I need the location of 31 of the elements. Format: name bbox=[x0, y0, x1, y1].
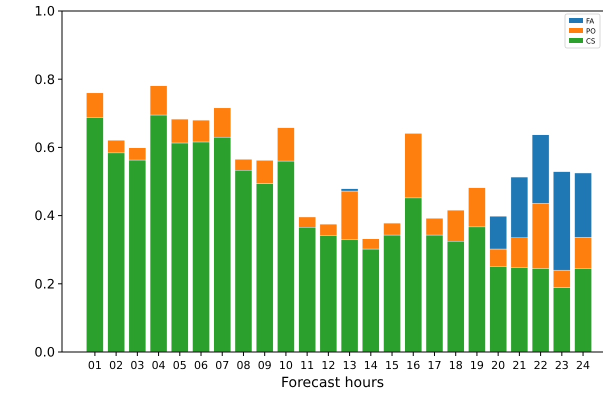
x-tick-label: 16 bbox=[406, 359, 420, 372]
y-tick-label: 0.6 bbox=[34, 140, 55, 156]
x-axis-title: Forecast hours bbox=[280, 375, 384, 391]
x-tick-label: 03 bbox=[130, 359, 144, 372]
x-tick-label: 10 bbox=[278, 359, 293, 372]
x-tick-label: 23 bbox=[554, 359, 569, 372]
x-tick-label: 01 bbox=[88, 359, 102, 372]
x-tick-label: 07 bbox=[215, 359, 230, 372]
x-tick-label: 06 bbox=[194, 359, 208, 372]
y-tick-label: 0.0 bbox=[34, 346, 55, 361]
x-tick-label: 21 bbox=[512, 359, 526, 372]
y-tick-label: 1.0 bbox=[34, 4, 55, 20]
x-tick-label: 19 bbox=[470, 359, 484, 372]
x-tick-label: 09 bbox=[258, 359, 272, 372]
y-tick-label: 0.2 bbox=[34, 277, 55, 292]
x-tick-label: 24 bbox=[576, 359, 590, 372]
x-tick-label: 05 bbox=[172, 359, 187, 372]
x-tick-label: 02 bbox=[109, 359, 124, 372]
x-tick-label: 14 bbox=[364, 359, 378, 372]
y-tick-label: 0.8 bbox=[34, 72, 55, 88]
x-tick-label: 11 bbox=[300, 359, 314, 372]
x-tick-label: 12 bbox=[321, 359, 336, 372]
x-tick-label: 15 bbox=[385, 359, 400, 372]
x-tick-label: 04 bbox=[152, 359, 166, 372]
x-tick-label: 20 bbox=[491, 359, 506, 372]
x-tick-label: 17 bbox=[427, 359, 442, 372]
x-tick-label: 08 bbox=[236, 359, 250, 372]
x-tick-label: 13 bbox=[342, 359, 357, 372]
x-tick-label: 22 bbox=[534, 359, 548, 372]
y-tick-label: 0.4 bbox=[34, 209, 55, 224]
x-tick-label: 18 bbox=[448, 359, 463, 372]
